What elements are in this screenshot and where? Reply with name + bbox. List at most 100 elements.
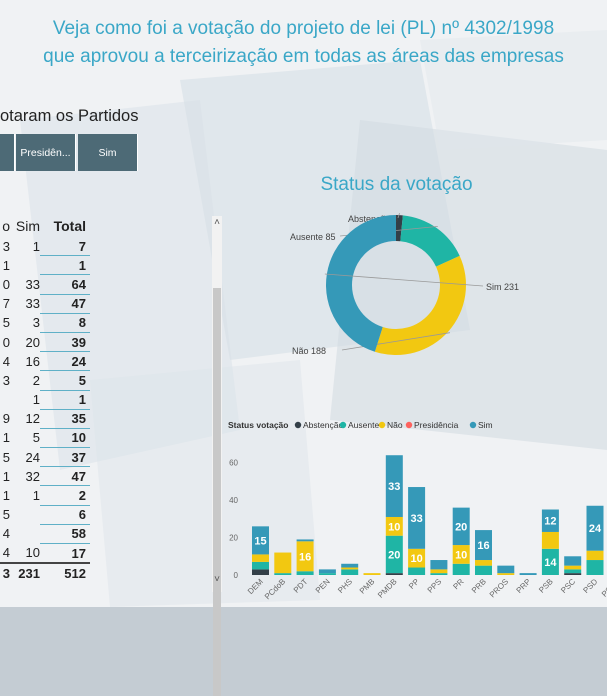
legend-marker-icon: [339, 421, 347, 429]
legend-item-label[interactable]: Ausente: [348, 420, 379, 430]
table-total-cell: 231: [10, 562, 40, 583]
table-row[interactable]: 7 33 47: [0, 294, 90, 314]
table-row[interactable]: 4 16 24: [0, 351, 90, 372]
bar-segment-sim[interactable]: [564, 556, 582, 566]
donut-chart-title: Status da votação: [320, 174, 473, 195]
table-cell: 24: [40, 351, 90, 372]
bar-data-label: 20: [388, 549, 400, 561]
bar-segment-sim[interactable]: [385, 455, 403, 517]
bar-segment-não[interactable]: [475, 560, 492, 566]
table-cell: 16: [25, 353, 40, 369]
bar-segment-ausente[interactable]: [452, 563, 470, 575]
table-scrollbar[interactable]: [212, 216, 222, 696]
table-row[interactable]: 4 58: [0, 524, 90, 545]
scroll-up-arrow-icon[interactable]: ˄: [214, 217, 220, 228]
table-header-row: o Sim Total: [0, 215, 90, 237]
filter-button-presidencia[interactable]: Presidên...: [16, 134, 76, 171]
bar-segment-ausente[interactable]: [252, 561, 269, 570]
table-row[interactable]: 0 20 39: [0, 332, 90, 353]
bar-segment-sim[interactable]: [541, 509, 559, 532]
x-tick-label: PR: [451, 577, 465, 591]
bar-segment-abstenção[interactable]: [252, 569, 269, 575]
bar-segment-não[interactable]: [430, 569, 448, 574]
bar-segment-não[interactable]: [341, 567, 359, 570]
filter-button-partial[interactable]: [0, 134, 15, 171]
x-tick-label: PRP: [515, 577, 533, 595]
bar-segment-sim[interactable]: [586, 505, 604, 551]
bar-segment-sim[interactable]: [475, 530, 492, 561]
page-title-line-1: Veja como foi a votação do projeto de le…: [52, 18, 555, 39]
bar-segment-ausente[interactable]: [296, 571, 314, 575]
bar-segment-sim[interactable]: [408, 487, 426, 549]
table-row[interactable]: 0 33 64: [0, 274, 90, 295]
table-row[interactable]: 1 5 10: [0, 428, 90, 449]
bar-segment-sim[interactable]: [341, 563, 359, 568]
table-cell: [10, 256, 40, 275]
bar-segment-não[interactable]: [385, 516, 403, 536]
bar-segment-sim[interactable]: [452, 507, 470, 546]
bar-segment-sim[interactable]: [296, 539, 314, 542]
legend-item-label[interactable]: Não: [387, 420, 403, 430]
table-cell: 47: [40, 466, 90, 487]
bar-segment-não[interactable]: [274, 552, 292, 574]
bar-segment-ausente[interactable]: [430, 573, 448, 575]
table-cell: 64: [40, 274, 90, 295]
legend-item-label[interactable]: Abstenção: [303, 420, 343, 430]
filter-button-sim[interactable]: Sim: [78, 134, 138, 171]
x-tick-label: PPS: [426, 577, 444, 595]
bar-segment-não[interactable]: [296, 541, 314, 572]
column-header-total[interactable]: Total: [53, 218, 86, 234]
table-row[interactable]: 9 12 35: [0, 409, 90, 429]
scrollbar-thumb[interactable]: [213, 288, 221, 696]
bar-segment-não[interactable]: [564, 565, 582, 570]
donut-slice-sim[interactable]: [326, 215, 396, 352]
bar-segment-ausente[interactable]: [564, 569, 582, 574]
legend-item-label[interactable]: Presidência: [414, 420, 459, 430]
bar-segment-abstenção[interactable]: [564, 573, 582, 575]
bar-segment-não[interactable]: [408, 548, 426, 568]
bar-segment-não[interactable]: [541, 531, 559, 549]
table-row[interactable]: 5 24 37: [0, 447, 90, 468]
bar-segment-sim[interactable]: [430, 560, 448, 570]
bar-segment-sim[interactable]: [252, 526, 269, 555]
bar-segment-ausente[interactable]: [541, 548, 559, 575]
bar-segment-não[interactable]: [586, 550, 604, 561]
bar-segment-ausente[interactable]: [586, 560, 604, 575]
bar-segment-sim[interactable]: [318, 569, 336, 574]
table-cell: 1: [2, 468, 10, 484]
scroll-down-arrow-icon[interactable]: ˅: [214, 574, 220, 585]
bar-data-label: 14: [544, 557, 557, 569]
donut-slice-ausente[interactable]: [400, 215, 460, 267]
table-cell: 37: [40, 447, 90, 468]
bar-segment-não[interactable]: [363, 573, 381, 575]
bar-segment-não[interactable]: [252, 554, 269, 562]
bar-segment-não[interactable]: [452, 545, 470, 564]
bar-segment-sim[interactable]: [497, 565, 515, 574]
legend-item-label[interactable]: Sim: [478, 420, 493, 430]
bar-segment-ausente[interactable]: [408, 567, 426, 575]
bar-segment-ausente[interactable]: [341, 569, 359, 575]
donut-slice-não[interactable]: [374, 255, 466, 355]
donut-leader-line: [324, 273, 484, 287]
bar-segment-ausente[interactable]: [318, 573, 336, 575]
bar-segment-ausente[interactable]: [385, 535, 403, 574]
table-row[interactable]: 4 10 17: [0, 543, 90, 564]
donut-slice-abstenção[interactable]: [396, 215, 403, 242]
legend-marker-icon: [405, 421, 413, 429]
bar-segment-abstenção[interactable]: [385, 573, 403, 575]
bar-segment-sim[interactable]: [519, 573, 537, 575]
donut-slice-label: Ausente 85: [290, 232, 336, 242]
column-header-sim[interactable]: Sim: [15, 218, 40, 234]
bar-segment-ausente[interactable]: [274, 573, 292, 575]
bar-segment-não[interactable]: [497, 573, 515, 575]
table-row[interactable]: 1 32 47: [0, 466, 90, 487]
column-header[interactable]: o: [2, 218, 10, 234]
bar-segment-ausente[interactable]: [475, 565, 492, 575]
